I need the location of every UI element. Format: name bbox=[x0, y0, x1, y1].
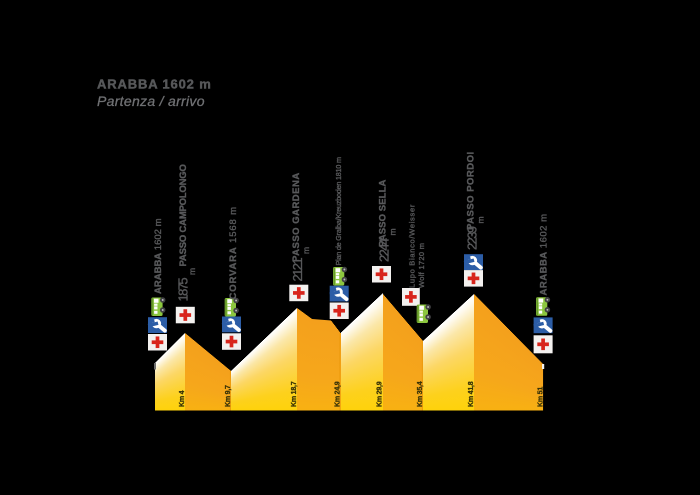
svg-text:Km 41,8: Km 41,8 bbox=[468, 381, 475, 407]
svg-text:ARABBA 1602 m: ARABBA 1602 m bbox=[97, 77, 212, 92]
svg-text:Km 35,4: Km 35,4 bbox=[417, 381, 424, 407]
svg-text:2239: 2239 bbox=[465, 226, 480, 250]
svg-text:PASSO GARDENA: PASSO GARDENA bbox=[291, 172, 302, 262]
svg-text:Km 51: Km 51 bbox=[538, 387, 545, 407]
svg-text:1875: 1875 bbox=[176, 278, 191, 302]
svg-text:PASSO SELLA: PASSO SELLA bbox=[378, 180, 389, 247]
svg-text:m: m bbox=[187, 268, 197, 275]
svg-text:PASSO PORDOI: PASSO PORDOI bbox=[466, 151, 477, 230]
svg-text:m: m bbox=[301, 247, 311, 254]
svg-text:Km 18,7: Km 18,7 bbox=[291, 381, 298, 407]
svg-text:Plan de Gralba/Kreuzboden 1810: Plan de Gralba/Kreuzboden 1810 m bbox=[334, 157, 343, 265]
svg-text:Km 29,9: Km 29,9 bbox=[377, 381, 384, 407]
svg-text:PASSO CAMPOLONGO: PASSO CAMPOLONGO bbox=[178, 164, 189, 266]
svg-text:Partenza / arrivo: Partenza / arrivo bbox=[97, 93, 205, 109]
svg-text:ARABBA 1602 m: ARABBA 1602 m bbox=[539, 214, 550, 296]
svg-text:Wolf 1720 m: Wolf 1720 m bbox=[417, 243, 426, 288]
svg-text:ARABBA 1602 m: ARABBA 1602 m bbox=[153, 218, 164, 294]
svg-text:m: m bbox=[388, 228, 398, 235]
svg-text:m: m bbox=[476, 216, 486, 223]
svg-text:Km 24,9: Km 24,9 bbox=[335, 381, 342, 407]
svg-text:Km 9,7: Km 9,7 bbox=[225, 385, 232, 407]
svg-text:Lupo Bianco/Weisser: Lupo Bianco/Weisser bbox=[407, 204, 416, 288]
svg-text:Km 4: Km 4 bbox=[179, 390, 186, 407]
svg-text:2121: 2121 bbox=[290, 258, 305, 282]
svg-text:CORVARA 1568 m: CORVARA 1568 m bbox=[228, 206, 239, 299]
svg-text:2244: 2244 bbox=[377, 238, 392, 262]
